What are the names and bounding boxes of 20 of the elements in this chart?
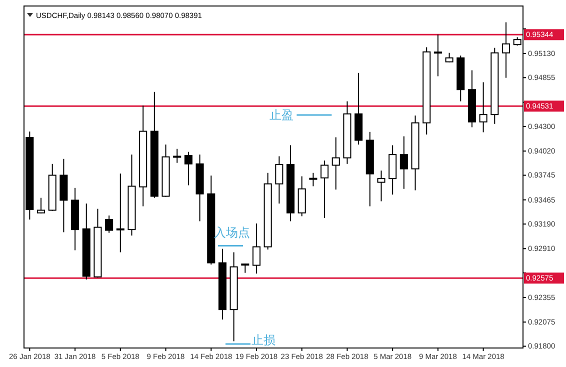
candlestick (184, 151, 192, 186)
annotation: 止盈 (270, 108, 294, 122)
candlestick (502, 22, 510, 78)
candlestick (400, 136, 408, 190)
candlestick (332, 136, 340, 190)
candlestick (241, 263, 250, 274)
candlestick (116, 173, 124, 253)
candlestick (298, 176, 306, 217)
candlestick (252, 223, 261, 274)
candlestick (309, 172, 318, 187)
candlestick (105, 215, 114, 234)
annotation: 止损 (252, 333, 276, 347)
candlestick (275, 156, 284, 204)
candlestick (320, 160, 329, 218)
candlestick (479, 82, 488, 133)
candlestick (434, 34, 442, 77)
candlestick (36, 197, 46, 214)
candlestick (173, 148, 182, 164)
candlestick (377, 170, 386, 202)
candlestick (445, 52, 454, 63)
